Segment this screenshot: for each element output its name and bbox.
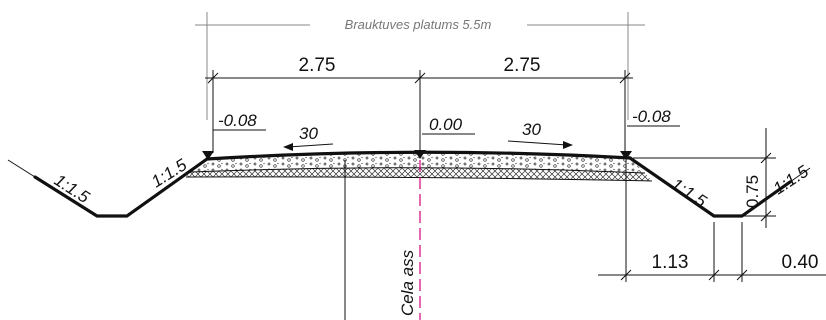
crossfall-indicators: 30 30 xyxy=(283,120,573,151)
ditch-bottom-width: 1.13 xyxy=(652,252,689,273)
ditch-outer-width: 0.40 xyxy=(782,252,819,273)
edge-markers xyxy=(202,150,632,160)
left-ditch xyxy=(33,157,209,218)
total-width-dimension: Brauktuves platums 5.5m xyxy=(195,12,645,120)
right-inner-slope: 1:1.5 xyxy=(668,174,711,211)
ditch-width-dimensions: 1.13 0.40 xyxy=(598,160,826,282)
right-outer-slope: 1:1.5 xyxy=(770,162,813,199)
width-title: Brauktuves platums 5.5m xyxy=(345,17,492,32)
right-edge-elevation: -0.08 xyxy=(632,107,671,126)
center-elevation: 0.00 xyxy=(429,115,463,134)
right-crossfall: 30 xyxy=(522,120,541,139)
right-half-width: 2.75 xyxy=(504,55,541,76)
elevation-labels: -0.08 0.00 -0.08 xyxy=(213,107,680,135)
road-axis: Cela ass xyxy=(344,160,421,320)
ditch-depth: 0.75 xyxy=(743,175,762,208)
axis-label: Cela ass xyxy=(398,249,417,316)
left-half-width: 2.75 xyxy=(299,55,336,76)
left-edge-elevation: -0.08 xyxy=(218,111,257,130)
left-crossfall: 30 xyxy=(299,124,318,143)
depth-dimension: 0.75 xyxy=(633,128,776,228)
half-width-dimensions: 2.75 2.75 xyxy=(205,55,633,153)
